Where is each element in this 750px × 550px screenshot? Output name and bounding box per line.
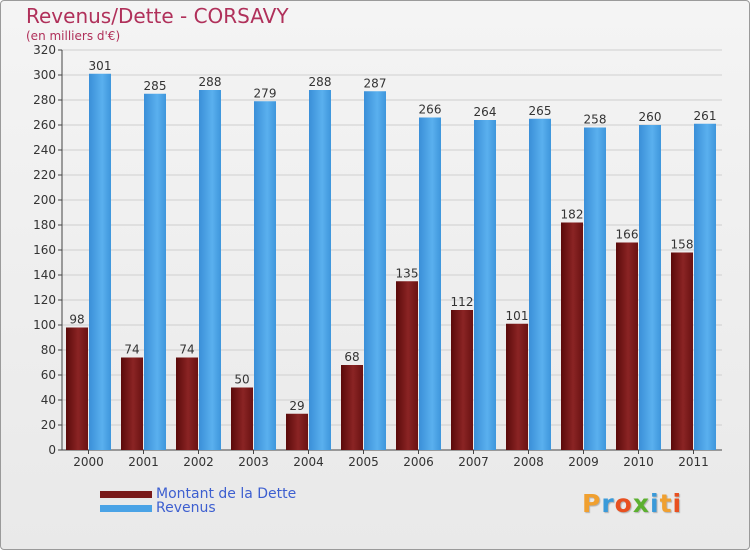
data-label-debt: 98 bbox=[69, 313, 84, 327]
data-label-revenus: 265 bbox=[529, 104, 552, 118]
x-tick-label: 2005 bbox=[348, 455, 379, 469]
bar-debt bbox=[176, 357, 198, 450]
logo-letter: o bbox=[614, 489, 633, 518]
bar-debt bbox=[451, 310, 473, 450]
bar-debt bbox=[341, 365, 363, 450]
bar-debt bbox=[286, 413, 308, 450]
bar-revenus bbox=[254, 101, 276, 450]
legend-item-revenus: Revenus bbox=[100, 500, 216, 516]
y-tick-label: 120 bbox=[33, 293, 56, 307]
bar-debt bbox=[616, 242, 638, 450]
data-label-debt: 68 bbox=[344, 350, 359, 364]
bar-revenus bbox=[89, 73, 111, 450]
bar-revenus bbox=[474, 120, 496, 450]
logo-letter: P bbox=[582, 489, 602, 518]
bar-debt bbox=[396, 281, 418, 450]
y-tick-label: 160 bbox=[33, 243, 56, 257]
y-tick-label: 180 bbox=[33, 218, 56, 232]
bar-revenus bbox=[694, 123, 716, 450]
x-tick-label: 2010 bbox=[623, 455, 654, 469]
data-label-revenus: 285 bbox=[144, 79, 167, 93]
x-tick-label: 2007 bbox=[458, 455, 489, 469]
data-label-debt: 158 bbox=[671, 238, 694, 252]
bar-revenus bbox=[199, 90, 221, 450]
y-tick-label: 20 bbox=[41, 418, 56, 432]
data-label-revenus: 301 bbox=[89, 59, 112, 73]
y-tick-label: 60 bbox=[41, 368, 56, 382]
legend-label-debt: Montant de la Dette bbox=[156, 486, 297, 502]
chart-title: Revenus/Dette - CORSAVY bbox=[26, 4, 289, 28]
bar-debt bbox=[231, 387, 253, 450]
data-label-debt: 135 bbox=[396, 266, 419, 280]
logo-letter: i bbox=[672, 489, 683, 518]
data-label-debt: 74 bbox=[179, 343, 194, 357]
bar-debt bbox=[66, 327, 88, 450]
logo-letter: i bbox=[650, 489, 660, 518]
y-tick-label: 300 bbox=[33, 68, 56, 82]
legend-swatch-debt bbox=[100, 490, 152, 498]
data-label-revenus: 266 bbox=[419, 103, 442, 117]
data-label-debt: 50 bbox=[234, 373, 249, 387]
proxiti-logo: Proxiti bbox=[582, 489, 682, 518]
y-tick-label: 280 bbox=[33, 93, 56, 107]
data-label-debt: 166 bbox=[616, 228, 639, 242]
logo-letter: t bbox=[659, 489, 673, 518]
x-tick-label: 2011 bbox=[678, 455, 709, 469]
x-tick-label: 2000 bbox=[73, 455, 104, 469]
data-label-revenus: 287 bbox=[364, 76, 387, 90]
chart-subtitle: (en milliers d'€) bbox=[26, 29, 121, 43]
data-label-revenus: 288 bbox=[309, 75, 332, 89]
y-tick-label: 100 bbox=[33, 318, 56, 332]
y-tick-label: 200 bbox=[33, 193, 56, 207]
bar-debt bbox=[121, 357, 143, 450]
y-tick-label: 140 bbox=[33, 268, 56, 282]
x-tick-label: 2002 bbox=[183, 455, 214, 469]
x-tick-label: 2006 bbox=[403, 455, 434, 469]
bar-revenus bbox=[639, 125, 661, 450]
data-label-revenus: 264 bbox=[474, 105, 497, 119]
data-label-revenus: 288 bbox=[199, 75, 222, 89]
logo-letter: x bbox=[632, 489, 650, 518]
data-label-debt: 74 bbox=[124, 343, 139, 357]
x-tick-label: 2003 bbox=[238, 455, 269, 469]
legend-swatch-revenus bbox=[100, 504, 152, 512]
data-label-revenus: 260 bbox=[639, 110, 662, 124]
x-tick-label: 2009 bbox=[568, 455, 599, 469]
y-tick-label: 0 bbox=[48, 443, 56, 457]
data-label-revenus: 261 bbox=[694, 109, 717, 123]
bar-debt bbox=[561, 222, 583, 450]
legend-item-debt: Montant de la Dette bbox=[100, 486, 296, 502]
y-tick-label: 220 bbox=[33, 168, 56, 182]
x-tick-label: 2001 bbox=[128, 455, 159, 469]
bar-revenus bbox=[584, 127, 606, 450]
data-label-revenus: 279 bbox=[254, 86, 277, 100]
data-label-revenus: 258 bbox=[584, 113, 607, 127]
y-tick-label: 320 bbox=[33, 43, 56, 57]
y-tick-label: 260 bbox=[33, 118, 56, 132]
bar-debt bbox=[506, 323, 528, 450]
bar-revenus bbox=[419, 117, 441, 450]
bar-revenus bbox=[529, 118, 551, 450]
y-tick-label: 80 bbox=[41, 343, 56, 357]
x-tick-label: 2004 bbox=[293, 455, 324, 469]
data-label-debt: 182 bbox=[561, 208, 584, 222]
bar-revenus bbox=[364, 91, 386, 450]
bar-debt bbox=[671, 252, 693, 450]
data-label-debt: 29 bbox=[289, 399, 304, 413]
legend-label-revenus: Revenus bbox=[156, 500, 216, 516]
y-tick-label: 40 bbox=[41, 393, 56, 407]
data-label-debt: 101 bbox=[506, 309, 529, 323]
data-label-debt: 112 bbox=[451, 295, 474, 309]
x-tick-label: 2008 bbox=[513, 455, 544, 469]
logo-letter: r bbox=[601, 489, 615, 518]
bar-revenus bbox=[144, 93, 166, 450]
bar-revenus bbox=[309, 90, 331, 450]
y-tick-label: 240 bbox=[33, 143, 56, 157]
